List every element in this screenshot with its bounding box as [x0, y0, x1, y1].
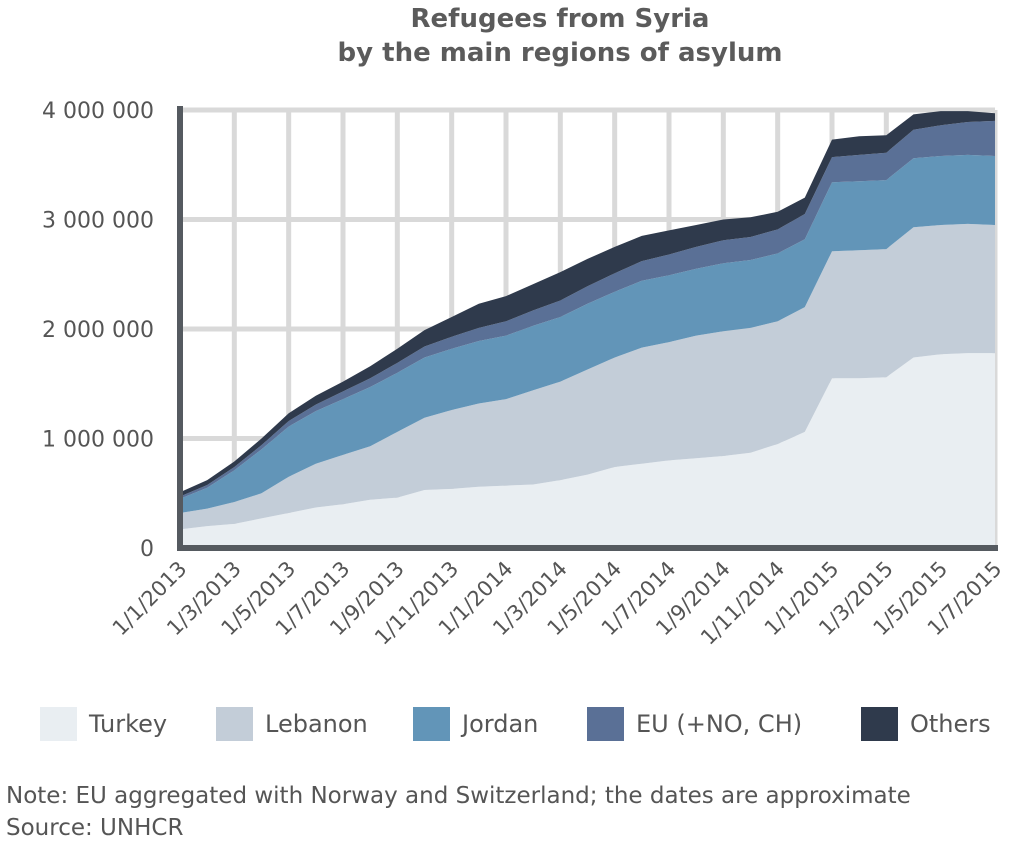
legend-label: Others	[910, 710, 991, 738]
legend-item: EU (+NO, CH)	[587, 704, 802, 744]
legend-swatch	[587, 707, 624, 741]
series-areas	[180, 111, 995, 548]
y-tick-label: 4 000 000	[42, 99, 154, 124]
chart-title: Refugees from Syria by the main regions …	[0, 2, 1024, 70]
legend-swatch	[40, 707, 77, 741]
legend-item: Turkey	[40, 704, 167, 744]
area-series-lebanon	[180, 223, 995, 530]
legend-swatch	[861, 707, 898, 741]
footnotes: Note: EU aggregated with Norway and Swit…	[6, 780, 911, 844]
legend-item: Jordan	[413, 704, 538, 744]
area-series-jordan	[180, 154, 995, 513]
y-tick-labels: 0 1 000 000 2 000 000 3 000 000 4 000 000	[42, 99, 154, 562]
source-text: Source: UNHCR	[6, 815, 184, 841]
chart-title-line-2: by the main regions of asylum	[337, 38, 783, 68]
legend-label: EU (+NO, CH)	[636, 710, 803, 738]
axes	[177, 106, 998, 551]
legend-label: Lebanon	[265, 710, 368, 738]
y-tick-label: 0	[140, 537, 154, 562]
x-tick-labels: 1/1/20131/3/20131/5/20131/7/20131/9/2013…	[108, 557, 1007, 650]
legend-label: Turkey	[89, 710, 168, 738]
y-tick-label: 2 000 000	[42, 318, 154, 343]
chart-title-line-1: Refugees from Syria	[410, 4, 710, 34]
y-tick-label: 3 000 000	[42, 209, 154, 234]
area-series-turkey	[180, 353, 995, 548]
legend-swatch	[216, 707, 253, 741]
legend: Turkey Lebanon Jordan EU (+NO, CH) Others	[40, 704, 1020, 744]
y-tick-label: 1 000 000	[42, 428, 154, 453]
legend-swatch	[413, 707, 450, 741]
area-series-others	[180, 111, 995, 497]
legend-item: Others	[861, 704, 991, 744]
legend-label: Jordan	[462, 710, 539, 738]
note-text: Note: EU aggregated with Norway and Swit…	[6, 783, 911, 809]
legend-item: Lebanon	[216, 704, 368, 744]
stacked-area-chart: 0 1 000 000 2 000 000 3 000 000 4 000 000 1/…	[42, 99, 1007, 650]
